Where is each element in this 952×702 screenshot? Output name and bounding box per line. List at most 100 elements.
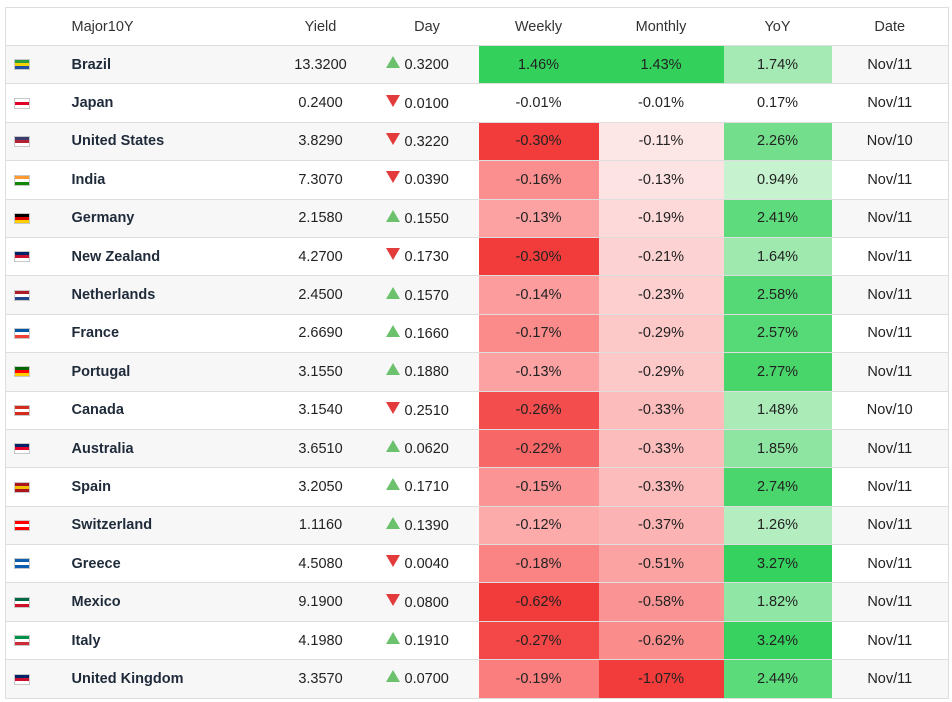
weekly-change: -0.26%	[478, 391, 599, 430]
yoy-change: 2.74%	[723, 467, 832, 507]
greece-flag-icon	[14, 558, 30, 570]
country-name[interactable]: Australia	[65, 429, 266, 469]
monthly-change: -0.33%	[598, 467, 724, 507]
day-change: 0.1710	[375, 467, 479, 507]
day-change: 0.0800	[375, 582, 479, 622]
country-name[interactable]: New Zealand	[65, 237, 266, 277]
day-change: 0.1880	[375, 352, 479, 392]
country-name[interactable]: United Kingdom	[65, 659, 266, 699]
flag-cell	[5, 199, 66, 238]
day-change-value: 0.1390	[404, 517, 449, 534]
yield-value: 3.1550	[265, 352, 376, 392]
australia-flag-icon	[14, 443, 30, 455]
yoy-change: 0.94%	[723, 160, 832, 200]
country-name[interactable]: Spain	[65, 467, 266, 507]
country-name[interactable]: Mexico	[65, 582, 266, 622]
table-row[interactable]: Switzerland 1.1160 0.1390 -0.12% -0.37% 1.26%…	[5, 506, 949, 546]
country-name[interactable]: Germany	[65, 199, 266, 238]
up-arrow-icon	[385, 209, 400, 222]
yield-value: 2.4500	[265, 275, 376, 315]
day-change-value: 0.1550	[404, 210, 449, 227]
table-row[interactable]: Brazil 13.3200 0.3200 1.46% 1.43% 1.74% Nov/11	[5, 45, 949, 85]
table-row[interactable]: France 2.6690 0.1660 -0.17% -0.29% 2.57% Nov/1…	[5, 314, 949, 354]
monthly-change: -0.13%	[598, 160, 724, 200]
monthly-change: -0.58%	[598, 582, 724, 622]
table-row[interactable]: Japan 0.2400 0.0100 -0.01% -0.01% 0.17% Nov/11	[5, 83, 949, 123]
table-row[interactable]: New Zealand 4.2700 0.1730 -0.30% -0.21% 1.64%…	[5, 237, 949, 277]
mexico-flag-icon	[14, 596, 30, 608]
table-row[interactable]: United Kingdom 3.3570 0.0700 -0.19% -1.07% 2.…	[5, 659, 949, 699]
header-monthly[interactable]: Monthly	[598, 7, 724, 46]
table-row[interactable]: Germany 2.1580 0.1550 -0.13% -0.19% 2.41% Nov/…	[5, 199, 949, 238]
day-change-value: 0.1570	[404, 287, 449, 304]
india-flag-icon	[14, 174, 30, 186]
date-value: Nov/11	[831, 506, 949, 546]
date-value: Nov/11	[831, 275, 949, 315]
day-change: 0.1570	[375, 275, 479, 315]
table-row[interactable]: Australia 3.6510 0.0620 -0.22% -0.33% 1.85% No…	[5, 429, 949, 469]
country-name[interactable]: Brazil	[65, 45, 266, 85]
yoy-change: 1.48%	[723, 391, 832, 430]
up-arrow-icon	[385, 516, 400, 529]
flag-cell	[5, 544, 66, 584]
header-weekly[interactable]: Weekly	[478, 7, 599, 46]
day-change-value: 0.0100	[404, 95, 449, 112]
yoy-change: 2.44%	[723, 659, 832, 699]
table-row[interactable]: United States 3.8290 0.3220 -0.30% -0.11% 2.2…	[5, 122, 949, 162]
day-change-value: 0.1880	[404, 364, 449, 381]
yield-value: 3.6510	[265, 429, 376, 469]
header-day[interactable]: Day	[375, 7, 479, 46]
table-row[interactable]: Italy 4.1980 0.1910 -0.27% -0.62% 3.24% Nov/11	[5, 621, 949, 661]
yield-value: 2.6690	[265, 314, 376, 354]
table-row[interactable]: Spain 3.2050 0.1710 -0.15% -0.33% 2.74% Nov/11	[5, 467, 949, 507]
date-value: Nov/11	[831, 352, 949, 392]
yoy-change: 3.24%	[723, 621, 832, 661]
header-yoy[interactable]: YoY	[723, 7, 832, 46]
country-name[interactable]: Portugal	[65, 352, 266, 392]
weekly-change: -0.62%	[478, 582, 599, 622]
country-name[interactable]: Greece	[65, 544, 266, 584]
flag-cell	[5, 429, 66, 469]
header-major10y[interactable]: Major10Y	[65, 7, 266, 46]
header-yield[interactable]: Yield	[265, 7, 376, 46]
table-row[interactable]: Greece 4.5080 0.0040 -0.18% -0.51% 3.27% Nov/1…	[5, 544, 949, 584]
yoy-change: 2.57%	[723, 314, 832, 354]
yoy-change: 1.74%	[723, 45, 832, 85]
yield-value: 4.2700	[265, 237, 376, 277]
header-date[interactable]: Date	[831, 7, 949, 46]
country-name[interactable]: Canada	[65, 391, 266, 430]
up-arrow-icon	[385, 363, 400, 376]
yoy-change: 1.82%	[723, 582, 832, 622]
table-row[interactable]: Portugal 3.1550 0.1880 -0.13% -0.29% 2.77% Nov…	[5, 352, 949, 392]
weekly-change: -0.27%	[478, 621, 599, 661]
yoy-change: 1.26%	[723, 506, 832, 546]
yield-value: 2.1580	[265, 199, 376, 238]
day-change-value: 0.0620	[404, 441, 449, 458]
table-row[interactable]: Netherlands 2.4500 0.1570 -0.14% -0.23% 2.58%…	[5, 275, 949, 315]
country-name[interactable]: France	[65, 314, 266, 354]
country-name[interactable]: India	[65, 160, 266, 200]
table-header-row: Major10Y Yield Day Weekly Monthly YoY Da…	[5, 7, 949, 46]
country-name[interactable]: Netherlands	[65, 275, 266, 315]
country-name[interactable]: Switzerland	[65, 506, 266, 546]
date-value: Nov/11	[831, 582, 949, 622]
day-change-value: 0.0040	[404, 556, 449, 573]
yoy-change: 2.41%	[723, 199, 832, 238]
country-name[interactable]: United States	[65, 122, 266, 162]
down-arrow-icon	[385, 132, 400, 145]
table-row[interactable]: India 7.3070 0.0390 -0.16% -0.13% 0.94% Nov/11	[5, 160, 949, 200]
day-change-value: 0.2510	[404, 402, 449, 419]
day-change: 0.2510	[375, 391, 479, 430]
yoy-change: 2.58%	[723, 275, 832, 315]
flag-cell	[5, 160, 66, 200]
weekly-change: -0.14%	[478, 275, 599, 315]
monthly-change: -1.07%	[598, 659, 724, 699]
weekly-change: -0.16%	[478, 160, 599, 200]
monthly-change: -0.33%	[598, 429, 724, 469]
table-row[interactable]: Canada 3.1540 0.2510 -0.26% -0.33% 1.48% Nov/1…	[5, 391, 949, 430]
yoy-change: 0.17%	[723, 83, 832, 123]
country-name[interactable]: Japan	[65, 83, 266, 123]
day-change: 0.0700	[375, 659, 479, 699]
table-row[interactable]: Mexico 9.1900 0.0800 -0.62% -0.58% 1.82% Nov/1…	[5, 582, 949, 622]
country-name[interactable]: Italy	[65, 621, 266, 661]
